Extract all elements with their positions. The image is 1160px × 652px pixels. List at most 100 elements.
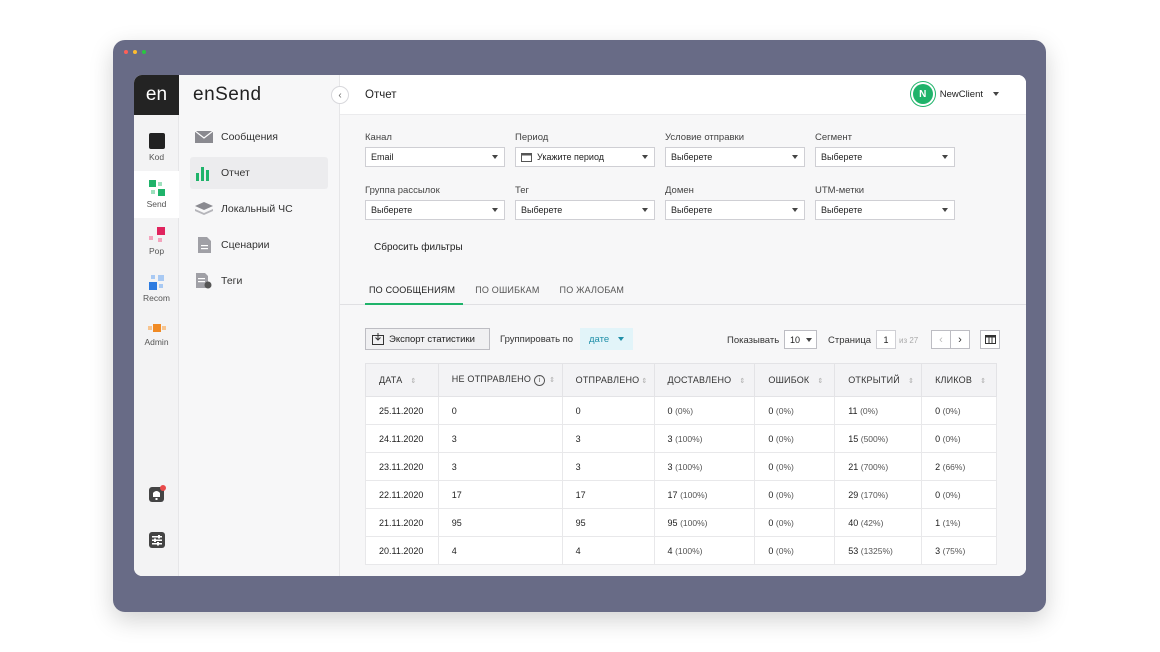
utm-select[interactable]: Выберете: [815, 200, 955, 220]
table-cell: 0 (0%): [754, 396, 836, 425]
table-row[interactable]: 22.11.2020 17 17 17 (100%) 0 (0%) 29 (170%) 0 …: [365, 480, 997, 509]
col-clicks[interactable]: КЛИКОВ ⇕: [921, 363, 997, 397]
table-cell: 3 (100%): [653, 424, 756, 453]
cell-value: 1: [935, 517, 941, 528]
cell-percent: (0%): [775, 517, 794, 528]
table-row[interactable]: 20.11.2020 4 4 4 (100%) 0 (0%) 53 (1325%) 3 (7…: [365, 536, 997, 565]
close-dot[interactable]: [124, 50, 128, 54]
tabs-divider: [340, 304, 1026, 305]
tab-by-messages[interactable]: ПО СООБЩЕНИЯМ: [365, 285, 464, 305]
topbar: Отчет N NewClient: [340, 75, 1026, 115]
cell-value: 24.11.2020: [379, 433, 424, 444]
send-icon: [148, 180, 165, 196]
table-cell: 0 (0%): [921, 424, 997, 453]
page-input[interactable]: 1: [876, 330, 896, 349]
main-content: Отчет N NewClient Канал Email Период Ука…: [340, 75, 1026, 576]
select-value: Выберете: [671, 152, 713, 162]
table-row[interactable]: 25.11.2020 0 0 0 (0%) 0 (0%) 11 (0%) 0 (0%): [365, 396, 997, 425]
per-page-select[interactable]: 10: [784, 330, 817, 349]
cell-percent: (700%): [860, 461, 889, 472]
tab-by-complaints[interactable]: ПО ЖАЛОБАМ: [559, 285, 625, 295]
chevron-down-icon: [993, 92, 999, 96]
tab-by-errors[interactable]: ПО ОШИБКАМ: [475, 285, 540, 295]
domain-select[interactable]: Выберете: [665, 200, 805, 220]
cell-percent: (100%): [680, 489, 708, 500]
cell-value: 20.11.2020: [379, 545, 424, 556]
reset-filters-button[interactable]: Сбросить фильтры: [374, 242, 463, 253]
col-errors[interactable]: ОШИБОК ⇕: [754, 363, 836, 397]
cell-value: 17: [575, 489, 586, 500]
period-select[interactable]: Укажите период: [515, 147, 655, 167]
cell-value: 0: [935, 489, 941, 500]
cell-value: 0: [575, 405, 581, 416]
condition-select[interactable]: Выберете: [665, 147, 805, 167]
sidebar-item-label: Теги: [221, 275, 243, 287]
cell-value: 3: [667, 461, 673, 472]
cell-value: 21: [848, 461, 859, 472]
minimize-dot[interactable]: [133, 50, 137, 54]
rail-item-send[interactable]: Send: [134, 171, 179, 218]
caret-down-icon: [618, 337, 624, 341]
notifications-button[interactable]: [134, 485, 179, 503]
collapse-sidebar-button[interactable]: ‹: [331, 86, 349, 104]
table-cell: 17: [437, 480, 563, 509]
cell-value: 29: [848, 489, 859, 500]
sidebar-item-report[interactable]: Отчет: [190, 157, 328, 189]
rail-item-pop[interactable]: Pop: [134, 218, 179, 265]
col-not-sent[interactable]: НЕ ОТПРАВЛЕНО i ⇕: [437, 363, 563, 397]
sidebar-item-messages[interactable]: Сообщения: [190, 121, 328, 153]
app-window: en Kod Send Pop Recom Admin: [134, 75, 1026, 576]
col-sent[interactable]: ОТПРАВЛЕНО ⇕: [561, 363, 655, 397]
table-cell: 40 (42%): [834, 508, 923, 537]
filter-channel: Канал Email: [365, 132, 505, 167]
col-date[interactable]: ДАТА ⇕: [365, 363, 439, 397]
cell-percent: (100%): [675, 545, 703, 556]
caret-down-icon: [806, 338, 812, 342]
info-icon[interactable]: i: [534, 374, 546, 386]
prev-page-button[interactable]: ‹: [932, 331, 951, 348]
segment-select[interactable]: Выберете: [815, 147, 955, 167]
tag-select[interactable]: Выберете: [515, 200, 655, 220]
filter-condition: Условие отправки Выберете: [665, 132, 805, 167]
table-row[interactable]: 24.11.2020 3 3 3 (100%) 0 (0%) 15 (500%) 0 (0%…: [365, 424, 997, 453]
filter-domain: Домен Выберете: [665, 185, 805, 220]
col-delivered[interactable]: ДОСТАВЛЕНО ⇕: [653, 363, 756, 397]
table-row[interactable]: 21.11.2020 95 95 95 (100%) 0 (0%) 40 (42%) 1 (…: [365, 508, 997, 537]
filter-label: Группа рассылок: [365, 185, 440, 196]
columns-button[interactable]: [980, 330, 1000, 349]
column-label: ОТКРЫТИЙ: [848, 375, 900, 385]
cell-percent: (0%): [775, 489, 794, 500]
rail-logo[interactable]: en: [134, 75, 179, 115]
user-menu[interactable]: N NewClient: [912, 84, 999, 104]
page-label: Страница: [828, 335, 872, 346]
rail-label: Admin: [144, 337, 169, 347]
table-toolbar: Экспорт статистики Группировать по дате …: [365, 328, 1001, 350]
table-cell: 0 (0%): [754, 452, 836, 481]
rail-label: Recom: [143, 293, 170, 303]
filter-tag: Тег Выберете: [515, 185, 655, 220]
caret-down-icon: [492, 155, 498, 159]
col-opens[interactable]: ОТКРЫТИЙ ⇕: [834, 363, 923, 397]
rail-item-recom[interactable]: Recom: [134, 265, 179, 312]
cell-percent: (1325%): [860, 545, 893, 556]
table-cell: 95: [561, 508, 655, 537]
rail-item-kod[interactable]: Kod: [134, 124, 179, 171]
sidebar-item-tags[interactable]: Теги: [190, 265, 328, 297]
maximize-dot[interactable]: [142, 50, 146, 54]
settings-button[interactable]: [134, 531, 179, 549]
export-stats-button[interactable]: Экспорт статистики: [365, 328, 490, 350]
channel-select[interactable]: Email: [365, 147, 505, 167]
group-select[interactable]: Выберете: [365, 200, 505, 220]
sidebar-item-scenarios[interactable]: Сценарии: [190, 229, 328, 261]
table-row[interactable]: 23.11.2020 3 3 3 (100%) 0 (0%) 21 (700%) 2 (66…: [365, 452, 997, 481]
cell-value: 0: [768, 433, 774, 444]
cell-value: 3: [667, 433, 673, 444]
cell-value: 0: [768, 489, 774, 500]
rail-item-admin[interactable]: Admin: [134, 312, 179, 359]
next-page-button[interactable]: ›: [958, 333, 962, 346]
bar-chart-icon: [195, 166, 213, 181]
sidebar-item-local-blacklist[interactable]: Локальный ЧС: [190, 193, 328, 225]
table-cell: 0: [561, 396, 655, 425]
caret-down-icon: [642, 208, 648, 212]
group-by-select[interactable]: дате: [580, 328, 633, 350]
